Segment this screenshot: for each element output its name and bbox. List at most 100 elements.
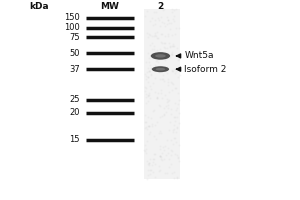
Point: [168, 44, 172, 47]
Point: [165, 138, 170, 141]
Point: [168, 138, 173, 141]
Point: [170, 130, 175, 133]
Point: [175, 176, 180, 179]
Point: [147, 168, 152, 171]
Point: [150, 160, 155, 163]
Point: [145, 70, 149, 73]
Point: [145, 31, 150, 35]
Point: [171, 9, 176, 12]
Point: [158, 157, 163, 161]
Text: 25: 25: [69, 95, 80, 104]
Text: 2: 2: [157, 2, 164, 11]
Point: [172, 44, 176, 47]
Point: [146, 132, 151, 136]
Point: [158, 155, 162, 158]
Point: [172, 14, 176, 17]
Point: [163, 41, 167, 44]
Point: [156, 164, 161, 167]
Text: Isoform 2: Isoform 2: [184, 65, 227, 74]
Point: [174, 141, 178, 144]
Point: [152, 153, 157, 156]
Point: [146, 100, 151, 103]
Point: [151, 57, 156, 60]
Point: [161, 8, 166, 11]
Point: [145, 177, 149, 180]
Point: [169, 108, 173, 111]
Point: [162, 21, 167, 24]
Point: [153, 34, 158, 37]
Point: [172, 120, 177, 123]
Point: [166, 77, 171, 80]
Point: [149, 73, 154, 76]
Point: [148, 87, 153, 90]
Point: [147, 60, 152, 64]
Point: [150, 41, 155, 44]
Point: [171, 45, 176, 48]
Point: [163, 111, 168, 114]
Point: [155, 61, 160, 64]
Point: [142, 73, 147, 76]
Point: [169, 10, 174, 13]
Point: [169, 33, 174, 36]
Point: [157, 24, 162, 28]
Point: [146, 125, 150, 128]
Point: [150, 170, 155, 173]
Point: [154, 37, 159, 40]
Point: [159, 41, 164, 44]
Point: [164, 16, 169, 19]
Point: [158, 77, 162, 81]
Point: [164, 22, 169, 26]
Point: [171, 124, 176, 127]
Point: [157, 105, 162, 108]
Point: [170, 53, 175, 56]
Point: [152, 157, 157, 161]
Point: [147, 162, 152, 165]
Point: [149, 168, 154, 172]
Point: [168, 52, 173, 56]
Point: [153, 124, 158, 127]
Point: [163, 34, 167, 37]
Point: [169, 89, 174, 92]
Point: [146, 51, 151, 54]
Point: [169, 172, 174, 175]
Point: [169, 153, 174, 157]
Point: [163, 171, 168, 174]
Point: [173, 152, 178, 155]
Point: [172, 19, 176, 23]
Point: [174, 126, 179, 129]
Point: [147, 94, 152, 97]
Point: [163, 47, 168, 50]
Point: [165, 103, 170, 106]
Ellipse shape: [152, 66, 169, 72]
Point: [156, 18, 161, 21]
Point: [171, 128, 176, 131]
Point: [169, 52, 174, 55]
Point: [166, 35, 171, 38]
Point: [163, 104, 168, 107]
Point: [176, 26, 181, 30]
Point: [171, 171, 176, 174]
Point: [174, 7, 179, 10]
Point: [151, 157, 156, 161]
Point: [175, 67, 179, 70]
Point: [172, 137, 177, 140]
Point: [167, 28, 172, 31]
Point: [148, 73, 153, 76]
Point: [158, 64, 163, 67]
Point: [156, 92, 161, 95]
Point: [166, 19, 170, 22]
Point: [142, 86, 147, 89]
Point: [150, 122, 154, 125]
Point: [168, 80, 173, 83]
Point: [167, 166, 171, 169]
Point: [165, 98, 170, 101]
Point: [149, 67, 154, 70]
Point: [147, 57, 152, 60]
Point: [145, 127, 150, 131]
Point: [166, 146, 170, 150]
Point: [143, 126, 148, 130]
Point: [161, 113, 166, 116]
Point: [147, 69, 152, 72]
Point: [168, 148, 173, 151]
Point: [162, 59, 167, 62]
